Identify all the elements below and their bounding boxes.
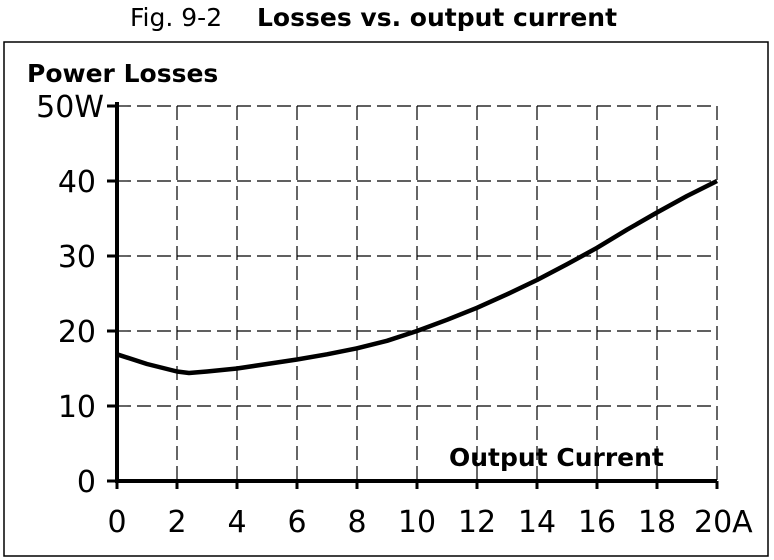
y-tick-label: 50W bbox=[36, 90, 104, 125]
chart-title-prefix: Fig. 9-2 bbox=[130, 3, 222, 32]
x-tick-label: 14 bbox=[518, 505, 556, 540]
chart-frame bbox=[3, 41, 769, 557]
y-tick-label: 0 bbox=[77, 465, 96, 500]
x-tick-label: 20A bbox=[694, 505, 753, 540]
y-tick-label: 20 bbox=[58, 315, 96, 350]
y-tick-label: 30 bbox=[58, 240, 96, 275]
x-tick-label: 0 bbox=[107, 505, 126, 540]
x-tick-label: 2 bbox=[167, 505, 186, 540]
y-axis-label: Power Losses bbox=[27, 59, 218, 88]
x-axis-label: Output Current bbox=[449, 443, 664, 472]
x-tick-label: 8 bbox=[347, 505, 366, 540]
x-tick-label: 16 bbox=[578, 505, 616, 540]
chart-title: Losses vs. output current bbox=[257, 3, 617, 32]
y-tick-label: 10 bbox=[58, 390, 96, 425]
x-tick-label: 12 bbox=[458, 505, 496, 540]
x-label-bg bbox=[445, 440, 690, 472]
series-line-power-losses bbox=[116, 178, 719, 376]
x-tick-label: 10 bbox=[398, 505, 436, 540]
x-tick-label: 4 bbox=[227, 505, 246, 540]
x-tick-label: 18 bbox=[638, 505, 676, 540]
x-tick-label: 6 bbox=[287, 505, 306, 540]
y-tick-label: 40 bbox=[58, 165, 96, 200]
